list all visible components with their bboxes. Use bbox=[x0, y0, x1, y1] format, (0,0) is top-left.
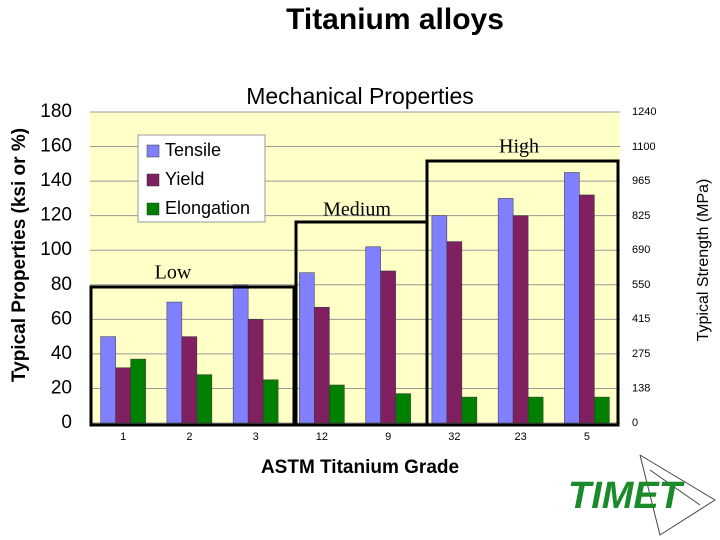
annotation: Low bbox=[155, 262, 192, 284]
x-tick-label: 23 bbox=[515, 431, 527, 443]
legend-swatch bbox=[146, 173, 160, 187]
y-tick-label: 100 bbox=[40, 239, 72, 260]
chart-title: Titanium alloys bbox=[286, 3, 504, 36]
y-axis-title: Typical Properties (ksi or %) bbox=[9, 128, 30, 382]
bar bbox=[247, 319, 264, 424]
bar bbox=[262, 379, 279, 424]
bar bbox=[329, 384, 345, 424]
x-tick-label: 2 bbox=[186, 431, 192, 443]
y-tick-label: 80 bbox=[51, 274, 72, 295]
y2-tick-label: 0 bbox=[632, 417, 638, 429]
x-tick-label: 9 bbox=[385, 431, 391, 443]
legend-swatch bbox=[146, 144, 160, 158]
bar bbox=[594, 396, 610, 424]
bar bbox=[100, 336, 116, 424]
y-tick-label: 120 bbox=[40, 205, 72, 226]
subtitle-bg bbox=[218, 84, 502, 110]
x-tick-label: 3 bbox=[253, 431, 259, 443]
bar bbox=[461, 396, 478, 424]
y-tick-label: 140 bbox=[40, 170, 72, 191]
bar bbox=[380, 270, 396, 424]
bar bbox=[579, 194, 595, 424]
x-axis-title: ASTM Titanium Grade bbox=[261, 457, 459, 478]
bar bbox=[395, 393, 411, 424]
x-tick-label: 1 bbox=[120, 431, 126, 443]
bar bbox=[196, 374, 213, 424]
bar bbox=[564, 172, 580, 424]
bar bbox=[431, 215, 448, 424]
y2-tick-label: 138 bbox=[632, 382, 650, 394]
y-tick-label: 20 bbox=[51, 377, 72, 398]
group-box bbox=[89, 285, 296, 427]
legend-label: Yield bbox=[165, 169, 204, 189]
group-box bbox=[425, 159, 620, 427]
logo-text: TIMET bbox=[568, 475, 685, 517]
bar bbox=[130, 358, 146, 424]
bar bbox=[232, 284, 249, 424]
y-tick-label: 160 bbox=[40, 136, 72, 157]
y-tick-label: 40 bbox=[51, 343, 72, 364]
bar bbox=[527, 396, 544, 424]
y2-axis-title: Typical Strength (MPa) bbox=[695, 179, 712, 342]
y2-tick-label: 1240 bbox=[632, 106, 656, 118]
x-tick-label: 32 bbox=[448, 431, 460, 443]
bar bbox=[365, 246, 381, 424]
bar bbox=[166, 301, 183, 424]
chart-subtitle: Mechanical Properties bbox=[246, 83, 474, 109]
legend-label: Elongation bbox=[165, 198, 250, 218]
legend-label: Tensile bbox=[165, 140, 221, 160]
logo: TIMET bbox=[568, 454, 716, 536]
bar bbox=[446, 241, 463, 424]
y2-tick-label: 415 bbox=[632, 313, 650, 325]
y2-tick-label: 690 bbox=[632, 244, 650, 256]
legend-swatch bbox=[146, 202, 160, 216]
annotation: High bbox=[499, 136, 539, 158]
y2-tick-label: 275 bbox=[632, 348, 650, 360]
x-tick-label: 5 bbox=[584, 431, 590, 443]
bar bbox=[497, 198, 514, 424]
bar bbox=[299, 272, 315, 424]
y2-tick-label: 550 bbox=[632, 279, 650, 291]
logo-shape bbox=[639, 454, 716, 536]
x-tick-label: 12 bbox=[316, 431, 328, 443]
bar bbox=[512, 215, 529, 424]
y2-tick-label: 1100 bbox=[632, 141, 656, 153]
y-tick-label: 180 bbox=[40, 101, 72, 122]
y2-tick-label: 965 bbox=[632, 175, 650, 187]
y-tick-label: 60 bbox=[51, 308, 72, 329]
logo-shape bbox=[649, 469, 701, 506]
bar bbox=[314, 306, 330, 424]
bar bbox=[115, 367, 131, 424]
y-tick-label: 0 bbox=[61, 412, 72, 433]
annotation: Medium bbox=[323, 199, 391, 221]
bar bbox=[181, 336, 198, 424]
y2-tick-label: 825 bbox=[632, 210, 650, 222]
